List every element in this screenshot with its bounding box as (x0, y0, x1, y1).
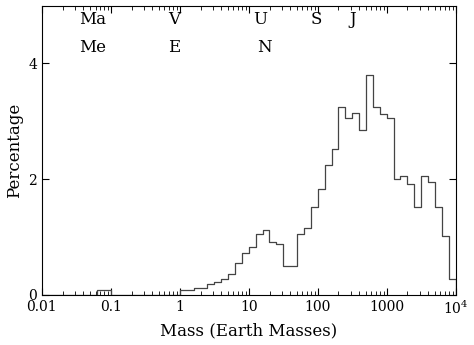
Text: E: E (168, 39, 180, 57)
Text: S: S (310, 11, 322, 28)
Text: N: N (257, 39, 272, 57)
Text: U: U (253, 11, 267, 28)
Text: V: V (168, 11, 180, 28)
X-axis label: Mass (Earth Masses): Mass (Earth Masses) (160, 323, 337, 339)
Y-axis label: Percentage: Percentage (6, 102, 23, 198)
Text: J: J (349, 11, 356, 28)
Text: Me: Me (79, 39, 106, 57)
Text: Ma: Ma (79, 11, 106, 28)
